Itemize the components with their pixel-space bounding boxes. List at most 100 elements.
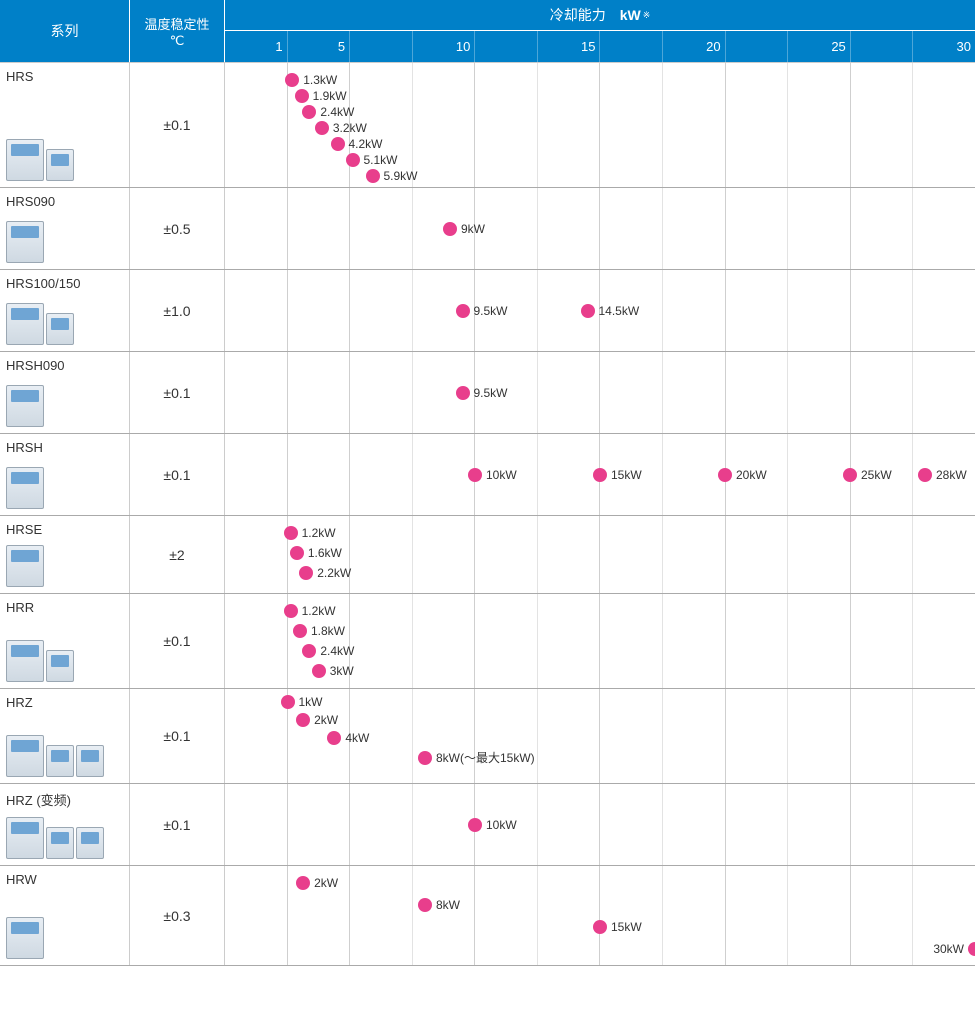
dot-icon — [366, 169, 380, 183]
dot-icon — [346, 153, 360, 167]
product-icon-group — [6, 809, 125, 861]
series-cell: HRW — [0, 866, 130, 965]
product-icon — [6, 303, 44, 345]
x-tick — [851, 31, 914, 62]
series-name: HRSH090 — [6, 358, 125, 373]
header-cooling-unit: kW — [620, 7, 641, 23]
dot-icon — [468, 468, 482, 482]
data-points: 10kW — [225, 784, 975, 865]
x-tick: 25 — [788, 31, 851, 62]
data-point: 20kW — [718, 468, 767, 482]
data-point-label: 1.8kW — [311, 624, 345, 638]
data-point-label: 2.4kW — [320, 644, 354, 658]
dot-icon — [315, 121, 329, 135]
series-name: HRSH — [6, 440, 125, 455]
data-point-label: 1.3kW — [303, 73, 337, 87]
dot-icon — [918, 468, 932, 482]
series-row: HRSE±21.2kW1.6kW2.2kW — [0, 516, 975, 594]
series-name: HRS090 — [6, 194, 125, 209]
series-cell: HRSH090 — [0, 352, 130, 433]
data-point-label: 8kW — [436, 898, 460, 912]
dot-icon — [293, 624, 307, 638]
data-point: 9kW — [443, 222, 485, 236]
data-point: 10kW — [468, 468, 517, 482]
data-point-label: 2kW — [314, 876, 338, 890]
data-point: 1.6kW — [290, 546, 342, 560]
data-point: 3.2kW — [315, 121, 367, 135]
header-series: 系列 — [0, 0, 130, 62]
x-tick: 10 — [413, 31, 476, 62]
dot-icon — [299, 566, 313, 580]
dot-icon — [296, 876, 310, 890]
data-point-label: 1.2kW — [302, 604, 336, 618]
data-point: 2kW — [296, 876, 338, 890]
plot-area: 10kW — [225, 784, 975, 865]
product-icon-group — [6, 615, 125, 684]
plot-area: 1.3kW1.9kW2.4kW3.2kW4.2kW5.1kW5.9kW — [225, 63, 975, 187]
data-point-label: 30kW — [933, 942, 964, 956]
data-point-label: 25kW — [861, 468, 892, 482]
header-temp-stability: 温度稳定性 ℃ — [130, 0, 225, 62]
data-point-label: 2kW — [314, 713, 338, 727]
dot-icon — [296, 713, 310, 727]
x-tick: 15 — [538, 31, 601, 62]
series-name: HRZ — [6, 695, 125, 710]
series-row: HRS±0.11.3kW1.9kW2.4kW3.2kW4.2kW5.1kW5.9… — [0, 63, 975, 188]
temp-stability-value: ±0.1 — [130, 434, 225, 515]
data-point-label: 9kW — [461, 222, 485, 236]
data-point: 2.2kW — [299, 566, 351, 580]
product-icon — [6, 545, 44, 587]
data-points: 1.3kW1.9kW2.4kW3.2kW4.2kW5.1kW5.9kW — [225, 63, 975, 187]
dot-icon — [456, 304, 470, 318]
series-name: HRS100/150 — [6, 276, 125, 291]
header-cooling-title: 冷却能力 kW ※ — [225, 0, 975, 31]
data-point-label: 10kW — [486, 468, 517, 482]
dot-icon — [290, 546, 304, 560]
data-point: 1.8kW — [293, 624, 345, 638]
temp-stability-value: ±0.1 — [130, 352, 225, 433]
cooling-capacity-chart: 系列 温度稳定性 ℃ 冷却能力 kW ※ 151015202530 HRS±0.… — [0, 0, 975, 966]
chart-body: HRS±0.11.3kW1.9kW2.4kW3.2kW4.2kW5.1kW5.9… — [0, 62, 975, 966]
data-point-label: 15kW — [611, 920, 642, 934]
series-row: HRS090±0.59kW — [0, 188, 975, 270]
plot-area: 9kW — [225, 188, 975, 269]
data-point: 5.9kW — [366, 169, 418, 183]
data-point-label: 14.5kW — [599, 304, 640, 318]
data-point-label: 8kW(～最大15kW) — [436, 749, 535, 766]
plot-area: 10kW15kW20kW25kW28kW — [225, 434, 975, 515]
data-point-label: 10kW — [486, 818, 517, 832]
data-point-label: 3kW — [330, 664, 354, 678]
product-icon-group — [6, 373, 125, 429]
data-point-label: 4kW — [345, 731, 369, 745]
data-point-label: 1.2kW — [302, 526, 336, 540]
data-point: 9.5kW — [456, 304, 508, 318]
series-cell: HRS090 — [0, 188, 130, 269]
dot-icon — [331, 137, 345, 151]
dot-icon — [418, 751, 432, 765]
x-tick — [726, 31, 789, 62]
header-cooling-note: ※ — [643, 10, 651, 21]
product-icon-group — [6, 887, 125, 961]
product-icon — [6, 917, 44, 959]
data-point: 15kW — [593, 468, 642, 482]
data-point: 10kW — [468, 818, 517, 832]
data-points: 1.2kW 1.8kW 2.4kW 3kW — [225, 594, 975, 688]
data-point: 3kW — [312, 664, 354, 678]
data-point-label: 9.5kW — [474, 304, 508, 318]
data-point-label: 4.2kW — [349, 137, 383, 151]
dot-icon — [284, 604, 298, 618]
series-row: HRS100/150±1.09.5kW14.5kW — [0, 270, 975, 352]
dot-icon — [418, 898, 432, 912]
dot-icon — [456, 386, 470, 400]
series-name: HRR — [6, 600, 125, 615]
series-cell: HRZ (变频) — [0, 784, 130, 865]
product-icon — [6, 817, 44, 859]
header-temp-line1: 温度稳定性 — [144, 14, 209, 33]
series-row: HRR±0.11.2kW1.8kW2.4kW3kW — [0, 594, 975, 689]
header-x-ticks: 151015202530 — [225, 31, 975, 62]
dot-icon — [593, 920, 607, 934]
data-point-label: 2.2kW — [317, 566, 351, 580]
data-point-label: 1.9kW — [313, 89, 347, 103]
series-name: HRS — [6, 69, 125, 84]
dot-icon — [302, 644, 316, 658]
